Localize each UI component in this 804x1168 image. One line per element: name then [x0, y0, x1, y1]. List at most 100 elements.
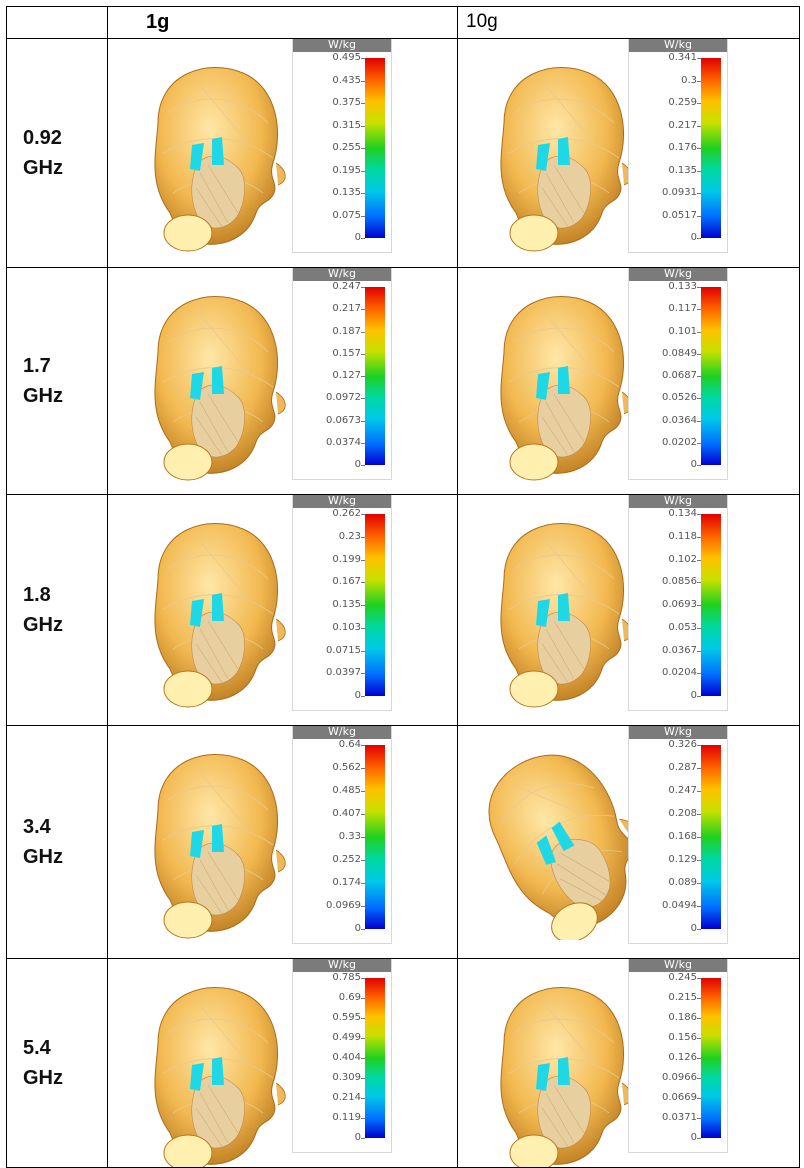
colorbar-tick — [697, 238, 701, 239]
sar-10g-cell: W/kg 0.134 0.118 0.102 0.0856 0.0693 0.053 0.03… — [457, 494, 800, 726]
colorbar-tick — [361, 287, 365, 288]
colorbar-tick — [361, 696, 365, 697]
colorbar-tick — [361, 1098, 365, 1099]
colorbar-tick-label: 0.187 — [332, 325, 361, 337]
colorbar-tick-label: 0.595 — [332, 1012, 361, 1023]
colorbar-tick — [697, 58, 701, 59]
colorbar-tick-label: 0 — [354, 1132, 361, 1143]
colorbar-tick — [697, 125, 701, 127]
colorbar-tick-label: 0.186 — [668, 1012, 697, 1023]
colorbar-tick-label: 0.135 — [332, 187, 361, 198]
colorbar-legend: W/kg 0.326 0.287 0.247 0.208 0.168 0.129 0.089 0… — [628, 726, 728, 944]
colorbar-tick-label: 0.215 — [668, 992, 697, 1003]
frequency-value: 0.92 — [23, 127, 62, 149]
colorbar-unit: W/kg — [629, 959, 727, 972]
colorbar-gradient — [365, 287, 385, 465]
colorbar-tick — [361, 768, 365, 769]
colorbar-tick-label: 0.247 — [668, 785, 697, 796]
colorbar-tick-label: 0.0371 — [662, 1112, 697, 1123]
colorbar-tick-label: 0.117 — [668, 303, 697, 315]
colorbar-tick — [697, 193, 701, 194]
frequency-value: 5.4 — [23, 1037, 51, 1059]
colorbar-tick — [697, 287, 701, 288]
head-phantom-model — [154, 295, 286, 481]
colorbar-tick — [361, 929, 365, 930]
colorbar-tick — [697, 1138, 701, 1139]
frequency-unit: GHz — [23, 157, 63, 179]
header-1g: 1g — [107, 6, 458, 39]
colorbar-legend: W/kg 0.262 0.23 0.199 0.167 0.135 0.103 0.0715 0… — [292, 495, 392, 711]
sar-1g-cell: W/kg 0.785 0.69 0.595 0.499 0.404 0.309 0.214 0.… — [107, 958, 458, 1168]
colorbar-tick — [361, 1038, 365, 1039]
colorbar-tick — [697, 696, 701, 697]
colorbar-tick-label: 0.495 — [332, 52, 361, 63]
colorbar-tick — [361, 1078, 365, 1079]
colorbar-gradient — [365, 978, 385, 1138]
colorbar-tick-label: 0.0397 — [326, 667, 361, 679]
colorbar-legend: W/kg 0.245 0.215 0.186 0.156 0.126 0.0966 0.066… — [628, 959, 728, 1153]
head-phantom-model — [154, 986, 286, 1167]
colorbar-tick — [361, 125, 365, 127]
colorbar-tick — [361, 814, 365, 815]
colorbar-tick-label: 0.407 — [332, 808, 361, 819]
colorbar-tick — [361, 1018, 365, 1019]
colorbar-tick — [361, 745, 365, 746]
colorbar-tick-label: 0.404 — [332, 1052, 361, 1063]
frequency-unit: GHz — [23, 846, 63, 868]
colorbar-unit: W/kg — [293, 726, 391, 739]
colorbar-tick-label: 0.287 — [668, 762, 697, 773]
sar-1g-cell: W/kg 0.262 0.23 0.199 0.167 0.135 0.103 0.0715 0… — [107, 494, 458, 726]
colorbar-tick-label: 0.135 — [332, 599, 361, 610]
colorbar-tick-label: 0 — [690, 459, 697, 470]
colorbar-tick — [697, 465, 701, 466]
frequency-value: 3.4 — [23, 816, 51, 838]
colorbar-tick — [361, 420, 365, 422]
colorbar-tick-label: 0.127 — [332, 370, 361, 381]
sar-1g-cell: W/kg 0.495 0.435 0.375 0.315 0.255 0.195 0.135 0… — [107, 38, 458, 268]
colorbar-unit: W/kg — [629, 495, 727, 508]
colorbar-tick-label: 0.0931 — [662, 187, 697, 198]
colorbar-tick — [361, 837, 365, 838]
frequency-label: 1.7 GHz — [6, 267, 108, 495]
colorbar-tick — [697, 627, 701, 629]
colorbar-tick-label: 0.0966 — [662, 1072, 697, 1083]
colorbar-tick — [697, 837, 701, 838]
frequency-value: 1.8 — [23, 584, 51, 606]
colorbar-tick-label: 0.217 — [332, 303, 361, 315]
head-phantom-model — [154, 522, 286, 708]
colorbar-tick-label: 0.3 — [681, 74, 697, 86]
colorbar-tick — [361, 1138, 365, 1139]
colorbar-tick-label: 0.103 — [332, 621, 361, 633]
colorbar-tick-label: 0.0367 — [662, 644, 697, 656]
colorbar-tick-label: 0.0969 — [326, 900, 361, 911]
colorbar-tick-label: 0.118 — [668, 530, 697, 542]
colorbar-tick — [697, 673, 701, 675]
colorbar-tick-label: 0.156 — [668, 1032, 697, 1043]
colorbar-gradient — [701, 978, 721, 1138]
colorbar-legend: W/kg 0.495 0.435 0.375 0.315 0.255 0.195 0.135 0… — [292, 39, 392, 253]
frequency-label: 1.8 GHz — [6, 494, 108, 726]
frequency-label: 3.4 GHz — [6, 725, 108, 959]
colorbar-tick — [361, 605, 365, 606]
colorbar-tick — [697, 1098, 701, 1099]
colorbar-tick — [361, 536, 365, 538]
colorbar-tick — [697, 148, 701, 149]
colorbar-legend: W/kg 0.785 0.69 0.595 0.499 0.404 0.309 0.214 0.… — [292, 959, 392, 1153]
colorbar-tick-label: 0 — [354, 923, 361, 934]
colorbar-tick-label: 0.326 — [668, 739, 697, 750]
colorbar-tick — [697, 791, 701, 792]
colorbar-tick-label: 0.119 — [332, 1112, 361, 1123]
colorbar-tick-label: 0 — [690, 690, 697, 701]
colorbar-tick-label: 0.0494 — [662, 900, 697, 911]
sar-10g-cell: W/kg 0.133 0.117 0.101 0.0849 0.0687 0.0526 0.0… — [457, 267, 800, 495]
head-phantom-model — [154, 66, 286, 252]
colorbar-tick — [361, 791, 365, 792]
frequency-value: 1.7 — [23, 355, 51, 377]
colorbar-tick-label: 0.102 — [668, 553, 697, 565]
colorbar-tick-label: 0.0715 — [326, 644, 361, 656]
head-phantom-model — [488, 754, 635, 943]
header-row: 1g 10g — [6, 6, 800, 39]
colorbar-tick — [361, 376, 365, 377]
colorbar-tick-label: 0.126 — [668, 1052, 697, 1063]
colorbar-tick — [697, 353, 701, 355]
